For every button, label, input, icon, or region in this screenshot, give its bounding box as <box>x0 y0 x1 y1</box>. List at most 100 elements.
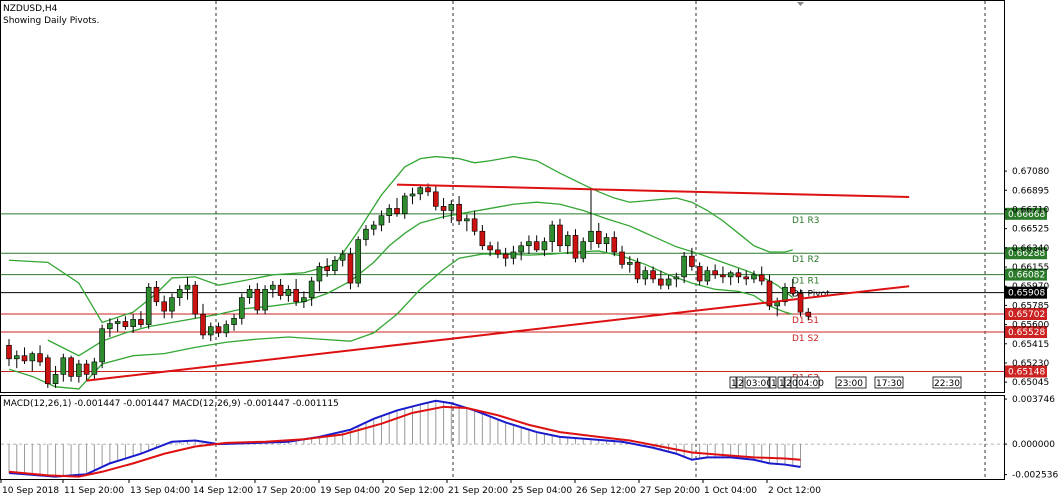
bear-candle <box>658 278 664 286</box>
bull-candle <box>107 323 113 330</box>
bull-candle <box>681 255 687 278</box>
session-box <box>736 376 744 389</box>
time-tick-label: 10 Sep 2018 <box>2 486 59 496</box>
bear-candle <box>254 289 261 311</box>
bear-candle <box>487 245 493 251</box>
bull-candle <box>308 280 315 298</box>
chart-menu-icon[interactable] <box>797 2 804 6</box>
session-label: 17:30 <box>876 379 902 389</box>
price-tick-label: 0.65415 <box>1012 340 1049 350</box>
bull-candle <box>332 259 338 271</box>
bull-candle <box>541 241 548 251</box>
bull-candle <box>580 241 587 259</box>
symbol-title: NZDUSD,H4 <box>3 4 58 14</box>
bollinger-lower-line <box>8 250 793 390</box>
bull-candle <box>518 245 524 253</box>
pivot-price-box <box>1005 286 1047 299</box>
price-tick-label: 0.65230 <box>1012 359 1049 369</box>
session-label: 03:00 <box>746 379 772 389</box>
bear-candle <box>122 321 129 327</box>
bull-candle <box>564 235 571 247</box>
price-tick-label: 0.67080 <box>1012 167 1049 177</box>
macd-title: MACD(12,26,1) -0.001447 -0.001447 MACD(1… <box>3 399 339 409</box>
bull-candle <box>145 286 152 325</box>
session-label: 23:00 <box>837 379 863 389</box>
bear-candle <box>192 284 199 315</box>
bull-candle <box>184 284 191 290</box>
bear-candle <box>789 286 796 294</box>
bear-candle <box>650 270 656 280</box>
pivot-label: D1 R2 <box>792 255 820 265</box>
bear-candle <box>495 249 501 255</box>
pivot-price-box <box>1005 365 1047 378</box>
bull-candle <box>401 195 408 214</box>
session-label: 22:30 <box>934 379 960 389</box>
bear-candle <box>215 326 222 334</box>
bear-candle <box>44 357 51 385</box>
bull-candle <box>285 289 292 296</box>
bear-candle <box>696 266 703 282</box>
bear-candle <box>766 280 773 307</box>
bull-candle <box>727 272 734 278</box>
bear-candle <box>432 191 439 207</box>
candlesticks <box>6 183 812 388</box>
price-tick-label: 0.66155 <box>1012 263 1049 273</box>
chart-subtitle: Showing Daily Pivots. <box>3 16 99 26</box>
bull-candle <box>301 297 307 303</box>
pivot-price-label: 0.66288 <box>1008 249 1045 259</box>
price-tick-label: 0.65045 <box>1012 378 1049 388</box>
bull-candle <box>91 361 98 375</box>
bull-candle <box>409 193 416 197</box>
price-tick-label: 0.65785 <box>1012 301 1049 311</box>
pivot-price-label: 0.65702 <box>1008 310 1045 320</box>
time-tick-label: 1 Oct 04:00 <box>704 486 757 496</box>
session-box <box>874 376 904 389</box>
bull-candle <box>114 321 121 324</box>
bull-candle <box>464 218 470 222</box>
bull-candle <box>782 286 788 303</box>
time-axis: 10 Sep 2018 11 Sep 20:00 13 Sep 04:00 14 Se… <box>0 479 821 496</box>
bear-candle <box>440 206 447 211</box>
bear-candle <box>277 284 284 296</box>
time-tick-label: 26 Sep 12:00 <box>576 486 636 496</box>
time-tick-label: 14 Sep 12:00 <box>193 486 253 496</box>
bull-candle <box>231 318 237 325</box>
time-tick-label: 20 Sep 12:00 <box>384 486 444 496</box>
bull-candle <box>378 215 385 226</box>
trendline <box>86 285 910 382</box>
price-tick-label: 0.66895 <box>1012 186 1049 196</box>
bull-candle <box>603 237 610 244</box>
time-tick-label: 19 Sep 04:00 <box>320 486 380 496</box>
bear-candle <box>83 363 90 375</box>
pivot-label: D1 Pivot <box>792 290 830 300</box>
bear-candle <box>21 355 28 362</box>
bear-candle <box>758 274 765 282</box>
macd-tick-label: 0.003746 <box>1012 395 1055 405</box>
session-box <box>744 376 770 389</box>
bull-candle <box>99 328 105 363</box>
bear-candle <box>479 230 486 247</box>
pivot-price-label: 0.65908 <box>1008 289 1045 299</box>
session-box <box>796 376 820 389</box>
bear-candle <box>712 270 718 276</box>
bear-candle <box>347 253 354 284</box>
pivot-label: D1 R3 <box>792 216 820 226</box>
pivot-price-label: 0.65528 <box>1008 328 1045 338</box>
bull-candle <box>510 251 517 259</box>
bear-candle <box>557 224 563 247</box>
session-label: 1 <box>779 379 785 389</box>
bull-candle <box>526 241 532 247</box>
time-tick-label: 27 Sep 20:00 <box>640 486 700 496</box>
pivot-price-box <box>1005 308 1047 321</box>
bear-candle <box>805 311 812 317</box>
bull-candle <box>52 374 59 385</box>
bear-candle <box>471 218 478 232</box>
bull-candle <box>355 239 362 284</box>
bear-candle <box>634 262 641 280</box>
bull-candle <box>448 203 455 211</box>
session-label: 04:00 <box>798 379 824 389</box>
pivot-price-label: 0.66668 <box>1008 210 1045 220</box>
bull-candle <box>223 324 230 334</box>
trendline <box>396 183 910 199</box>
bull-candle <box>270 284 276 290</box>
